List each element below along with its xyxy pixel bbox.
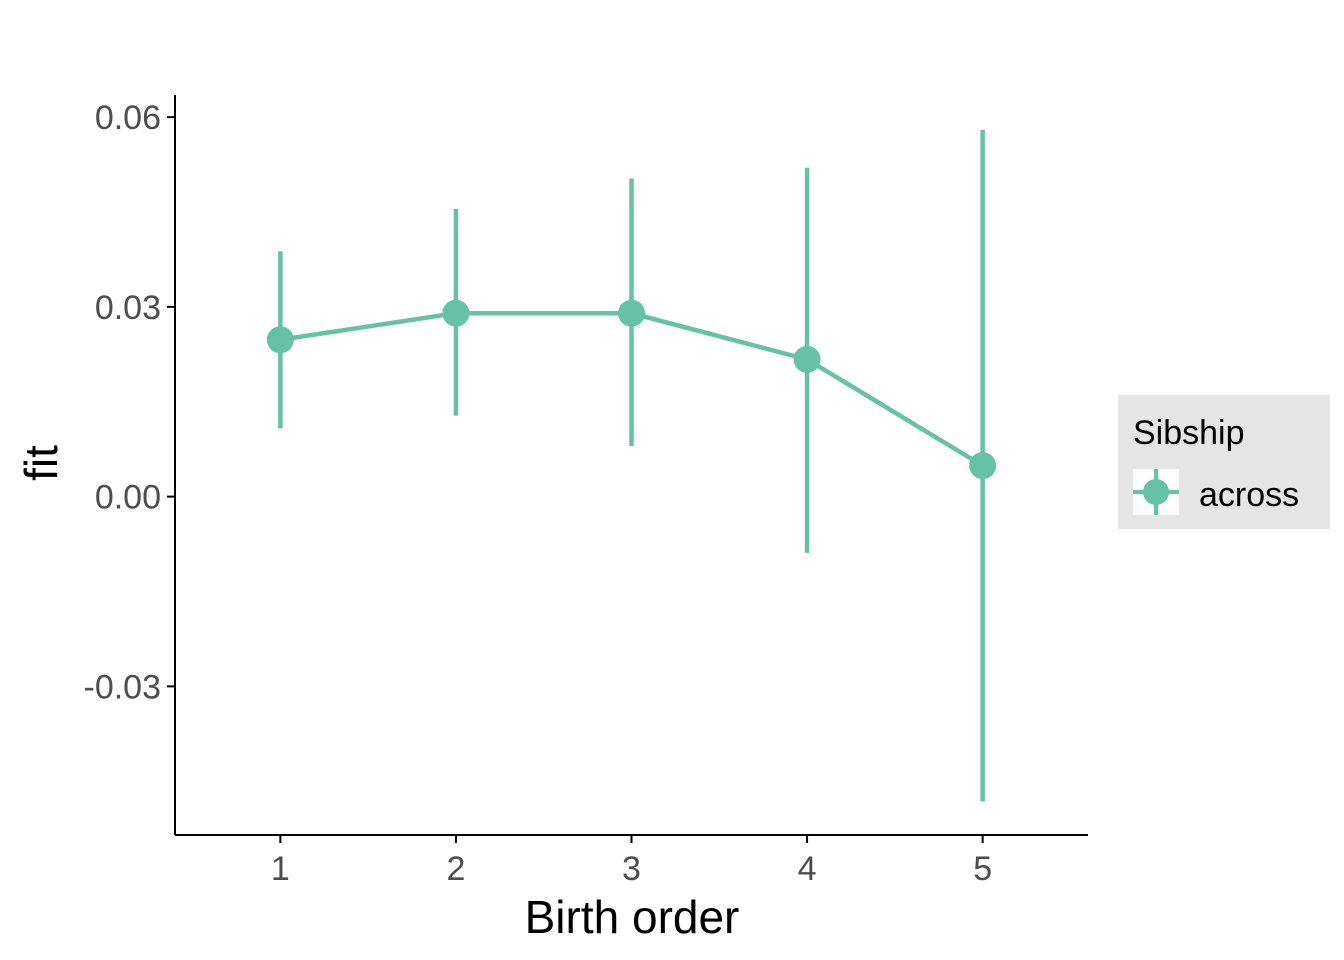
- data-point-5: [969, 452, 997, 480]
- legend-label-across: across: [1199, 476, 1299, 514]
- data-point-4: [793, 345, 821, 373]
- y-tick-label: 0.06: [95, 99, 161, 137]
- legend: Sibship across: [1118, 395, 1330, 529]
- legend-title: Sibship: [1133, 414, 1245, 452]
- y-axis-title: fit: [15, 445, 67, 481]
- y-tick-label: 0.03: [95, 289, 161, 327]
- x-tick-label: 4: [798, 850, 817, 888]
- data-point-3: [618, 299, 645, 327]
- data-point-2: [442, 299, 470, 327]
- y-tick-label: -0.03: [84, 668, 162, 706]
- x-tick-label: 3: [622, 850, 641, 888]
- legend-key-point: [1143, 479, 1169, 505]
- x-tick-label: 5: [973, 850, 992, 888]
- data-point-1: [266, 326, 294, 354]
- axes: -0.03 0.00 0.03 0.06 1 2 3 4 5: [84, 95, 1088, 888]
- x-tick-label: 1: [271, 850, 290, 888]
- y-tick-label: 0.00: [95, 479, 161, 517]
- x-axis-title: Birth order: [525, 891, 740, 943]
- x-tick-label: 2: [446, 850, 465, 888]
- plot-area: [266, 129, 997, 802]
